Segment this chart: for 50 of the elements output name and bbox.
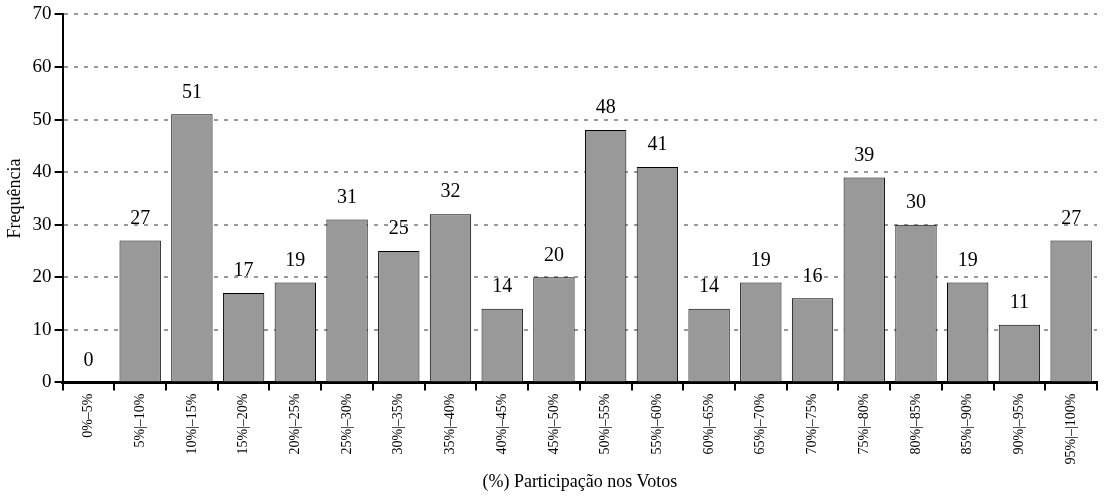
data-label: 19	[285, 247, 306, 270]
data-label: 19	[750, 247, 771, 270]
data-label: 25	[388, 216, 409, 239]
data-label: 32	[440, 179, 461, 202]
x-tick-label: 20%|–25%	[287, 393, 303, 455]
x-tick-label: 55%|–60%	[649, 393, 665, 455]
x-tick-label: 10%|–15%	[183, 393, 199, 455]
data-label: 14	[699, 274, 720, 297]
x-tick-label: 95%|–|100%	[1062, 393, 1078, 465]
x-tick-label: 50%|–55%	[597, 393, 613, 455]
x-tick-label: 35%|–40%	[442, 393, 458, 455]
data-label: 48	[595, 95, 616, 118]
x-axis-title: (%) Participação nos Votos	[482, 470, 678, 492]
x-tick-label: 45%|–50%	[545, 393, 561, 455]
x-tick-label: 60%|–65%	[700, 393, 716, 455]
y-axis-title: Frequência	[3, 158, 24, 239]
data-label: 20	[543, 242, 564, 265]
x-tick-label: 70%|–75%	[804, 393, 820, 455]
data-label: 17	[233, 258, 254, 281]
x-tick-label: 75%|–80%	[855, 393, 871, 455]
x-tick-label: 30%|–35%	[390, 393, 406, 455]
data-label: 14	[492, 274, 513, 297]
data-label: 0	[83, 347, 94, 370]
x-tick-label: 15%|–20%	[235, 393, 251, 455]
y-tick-label: 70	[32, 2, 52, 24]
data-label: 16	[802, 263, 823, 286]
y-tick-label: 60	[32, 54, 52, 76]
data-label: 30	[905, 189, 926, 212]
y-tick-label: 10	[32, 317, 52, 339]
y-tick-label: 0	[42, 370, 52, 392]
x-tick-label: 0%–5%	[80, 393, 96, 438]
data-label: 19	[957, 247, 978, 270]
x-tick-label: 5%|–10%	[131, 393, 147, 448]
y-tick-label: 20	[32, 265, 52, 287]
data-label: 11	[1009, 289, 1030, 312]
y-tick-label: 40	[32, 160, 52, 182]
data-label: 41	[647, 132, 668, 155]
x-tick-label: 90%|–95%	[1011, 393, 1027, 455]
data-label: 27	[1061, 205, 1082, 228]
data-label: 31	[337, 184, 358, 207]
y-tick-label: 30	[32, 212, 52, 234]
x-tick-label: 40%|–45%	[493, 393, 509, 455]
x-tick-label: 65%|–70%	[752, 393, 768, 455]
data-label: 27	[130, 205, 151, 228]
x-tick-label: 25%|–30%	[338, 393, 354, 455]
x-tick-label: 80%|–85%	[907, 393, 923, 455]
x-tick-label: 85%|–90%	[959, 393, 975, 455]
y-tick-label: 50	[32, 107, 52, 129]
data-label: 39	[854, 142, 875, 165]
data-label: 51	[181, 79, 202, 102]
